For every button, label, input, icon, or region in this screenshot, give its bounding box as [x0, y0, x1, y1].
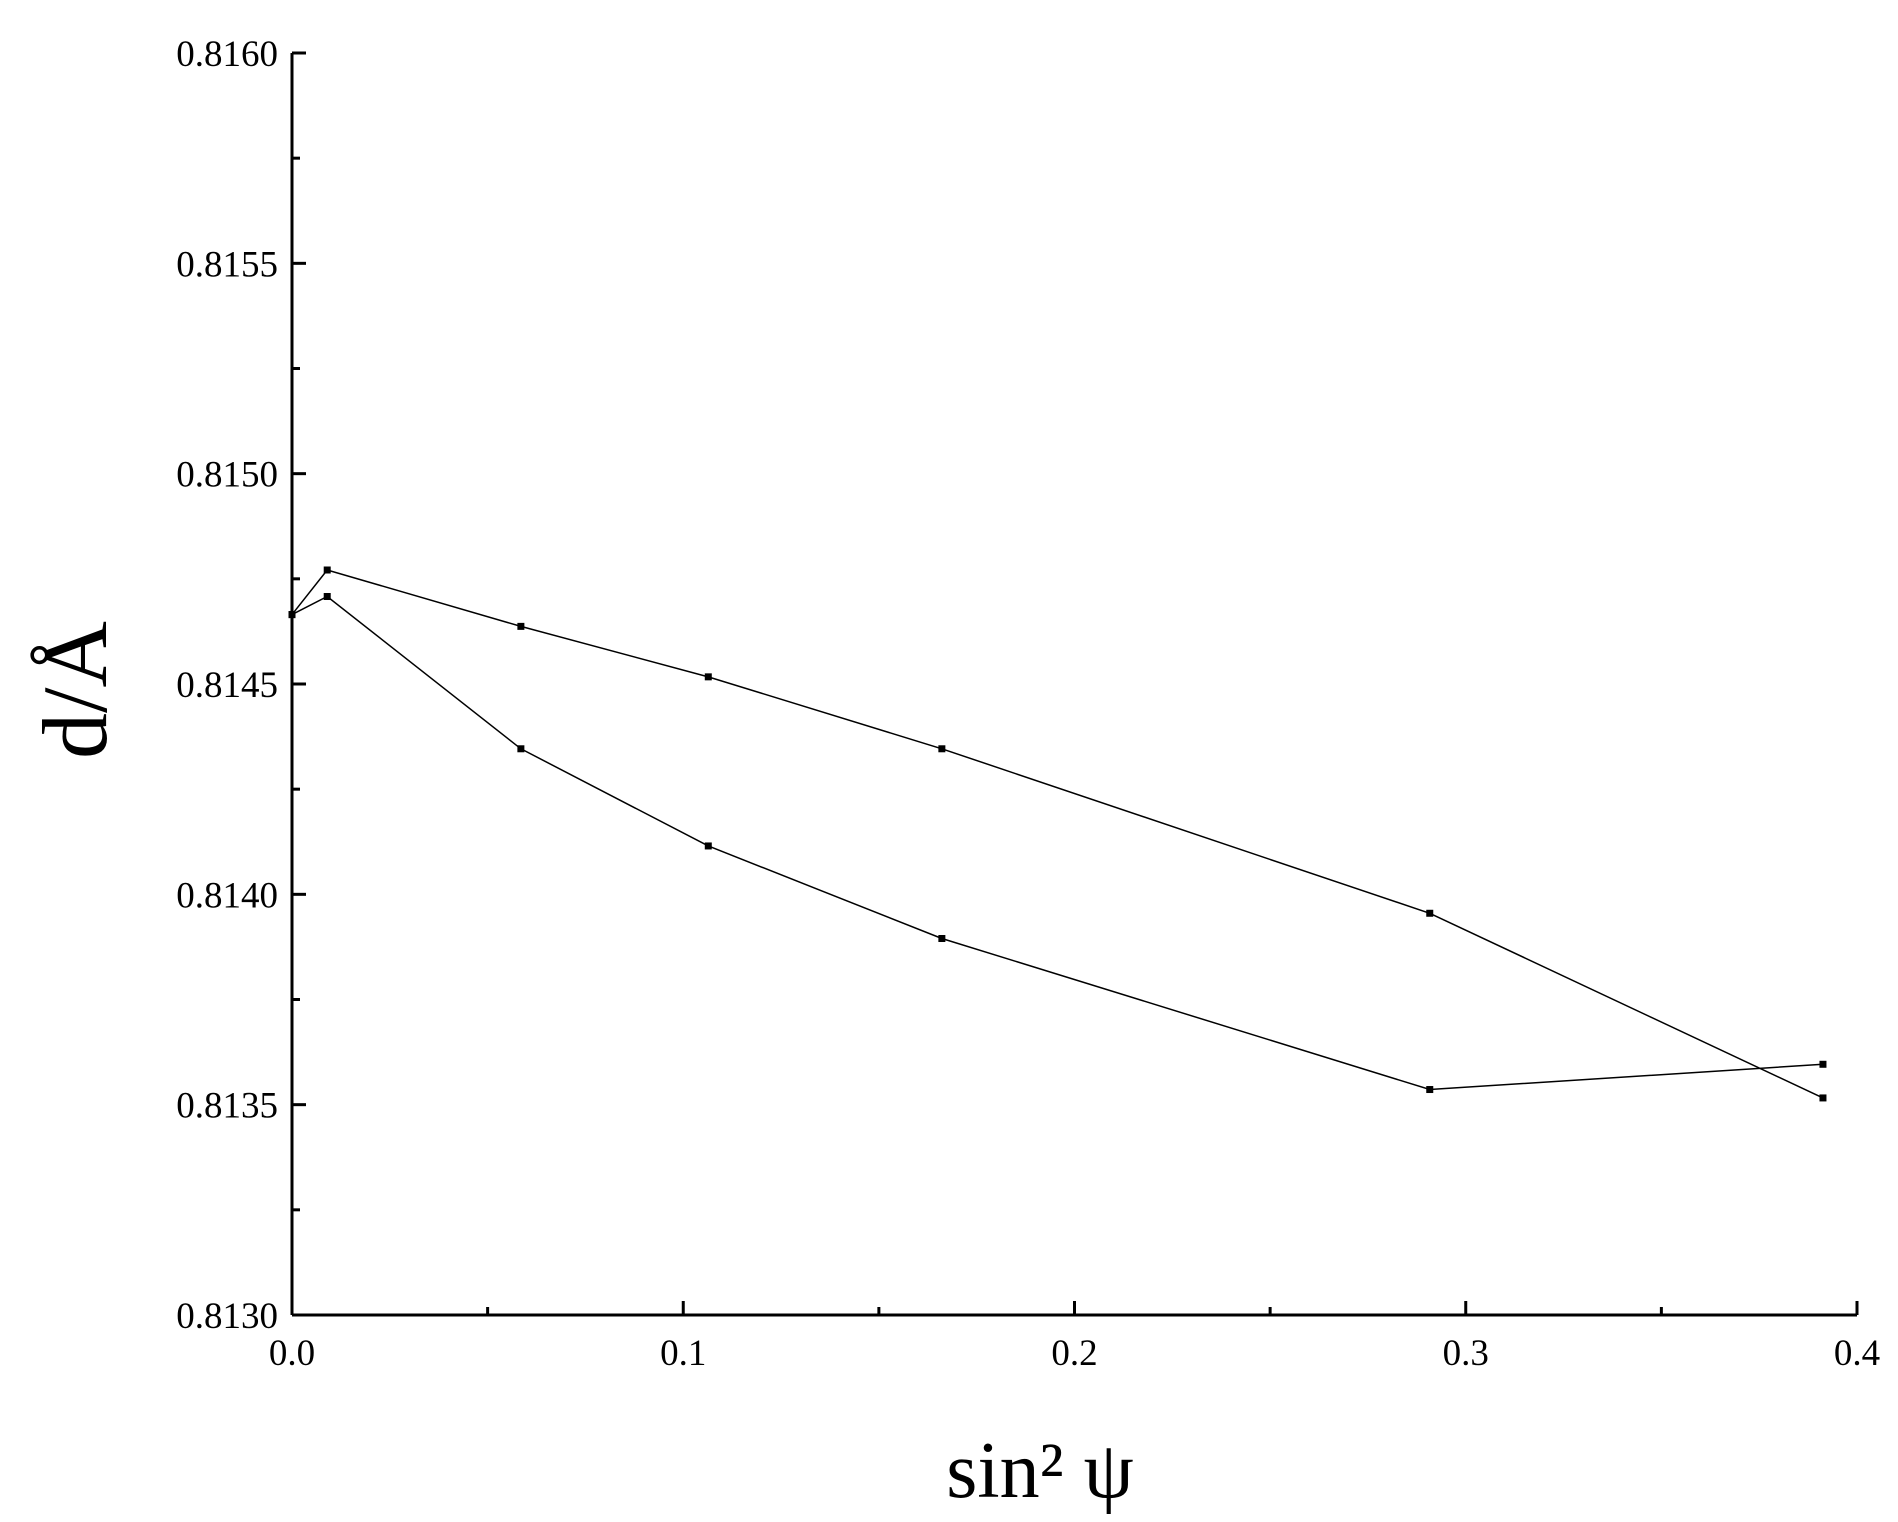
point — [323, 566, 331, 574]
point — [938, 935, 946, 943]
point — [1426, 1086, 1434, 1094]
point — [704, 673, 712, 681]
point — [323, 593, 331, 601]
x-tick-label: 0.3 — [1443, 1333, 1489, 1374]
y-tick-label: 0.8155 — [176, 244, 278, 285]
y-tick-label: 0.8160 — [176, 34, 278, 75]
point — [288, 611, 296, 619]
point — [517, 745, 525, 753]
point — [517, 622, 525, 630]
y-tick-label: 0.8150 — [176, 455, 278, 496]
y-tick-label: 0.8135 — [176, 1086, 278, 1127]
point — [1819, 1060, 1827, 1068]
x-tick-label: 0.1 — [660, 1333, 706, 1374]
series-line — [291, 595, 1824, 1091]
series-line — [291, 569, 1824, 1099]
point — [704, 842, 712, 850]
x-tick-label: 0.4 — [1834, 1333, 1880, 1374]
point — [1426, 909, 1434, 917]
y-tick-label: 0.8130 — [176, 1296, 278, 1337]
point — [1819, 1094, 1827, 1102]
x-tick-label: 0.0 — [269, 1333, 315, 1374]
x-axis-label: sin² ψ — [946, 1427, 1133, 1515]
x-tick-label: 0.2 — [1051, 1333, 1097, 1374]
y-axis-label: d/Å — [24, 621, 126, 759]
y-tick-label: 0.8145 — [176, 665, 278, 706]
point — [938, 745, 946, 753]
y-tick-label: 0.8140 — [176, 875, 278, 916]
